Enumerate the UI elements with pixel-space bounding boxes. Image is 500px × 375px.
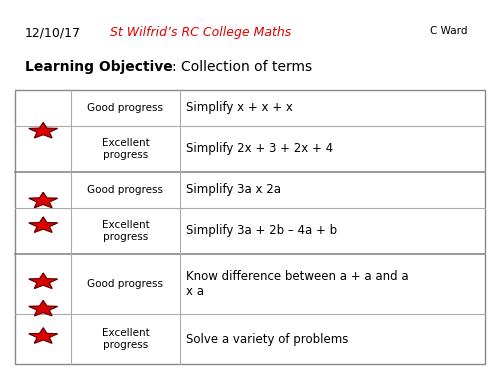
Text: 12/10/17: 12/10/17 [25,26,81,39]
Text: Simplify 3a + 2b – 4a + b: Simplify 3a + 2b – 4a + b [186,225,336,237]
Bar [15,90,485,364]
Polygon shape [29,192,58,208]
Text: Excellent
progress: Excellent progress [102,138,150,160]
Text: Good progress: Good progress [88,103,164,113]
Polygon shape [29,328,58,343]
Text: Learning Objective: Learning Objective [25,60,173,74]
Polygon shape [29,217,58,232]
Text: Know difference between a + a and a
x a: Know difference between a + a and a x a [186,270,408,298]
Text: Simplify 2x + 3 + 2x + 4: Simplify 2x + 3 + 2x + 4 [186,142,332,155]
Text: Simplify x + x + x: Simplify x + x + x [186,101,292,114]
Polygon shape [29,300,58,316]
Text: Excellent
progress: Excellent progress [102,328,150,350]
Text: : Collection of terms: : Collection of terms [172,60,312,74]
Text: Simplify 3a x 2a: Simplify 3a x 2a [186,183,280,196]
Text: Good progress: Good progress [88,185,164,195]
Text: Good progress: Good progress [88,279,164,290]
Text: St Wilfrid’s RC College Maths: St Wilfrid’s RC College Maths [110,26,291,39]
Text: Excellent
progress: Excellent progress [102,220,150,242]
Polygon shape [29,123,58,138]
Text: Solve a variety of problems: Solve a variety of problems [186,333,348,346]
Text: C Ward: C Ward [430,26,468,36]
Polygon shape [29,273,58,288]
